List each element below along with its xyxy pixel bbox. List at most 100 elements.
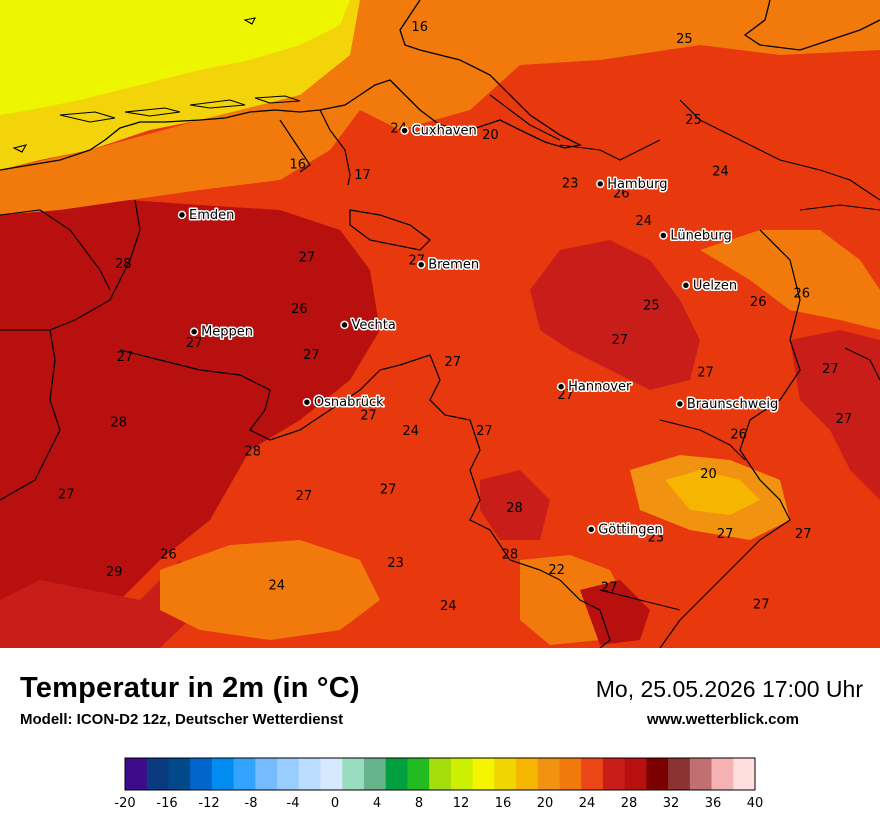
city-dot — [675, 399, 685, 409]
color-scale-legend: -20 -16 -12 -8 -4 0 4 8 12 16 20 24 28 32 36 40 — [112, 756, 772, 816]
model-info: Modell: ICON-D2 12z, Deutscher Wetterdie… — [20, 711, 344, 728]
color-scale-segment — [146, 758, 169, 790]
city-dot — [659, 231, 668, 240]
temperature-label: 26 — [794, 286, 811, 301]
western-hot-zone — [0, 200, 380, 648]
color-scale-segment — [602, 758, 626, 790]
island — [59, 111, 116, 123]
island — [243, 17, 256, 25]
city-label: Uelzen — [693, 278, 737, 293]
temperature-label: 25 — [685, 113, 702, 128]
temperature-label: 27 — [753, 598, 770, 613]
state-border — [0, 209, 111, 291]
color-scale-segment — [711, 758, 734, 790]
color-scale-segment — [255, 758, 278, 790]
temperature-label: 26 — [730, 427, 747, 442]
city-dot — [189, 327, 199, 336]
map-title: Temperatur in 2m (in °C) — [20, 672, 360, 704]
harz-peak-zone — [665, 470, 760, 515]
temperature-label: 16 — [411, 20, 428, 35]
northern-land-zone — [400, 60, 800, 200]
temperature-label: 27 — [795, 527, 812, 542]
color-scale-tick-label: -8 — [245, 796, 258, 811]
color-scale-segment — [668, 758, 691, 790]
eastern-hot-zone — [790, 330, 880, 500]
northeast-coastline — [743, 0, 880, 51]
color-scale-segment — [624, 758, 647, 790]
temperature-label: 26 — [750, 295, 767, 310]
southwest-hot-zone — [0, 560, 210, 648]
color-scale-tick-label: 24 — [579, 796, 596, 811]
city-label: Braunschweig — [687, 397, 778, 412]
color-scale-tick-label: 8 — [415, 796, 423, 811]
color-scale-segment — [689, 758, 712, 790]
temperature-map: 16 25 24 20 25 16 17 23 24 26 24 27 28 27 26 26 26 25 27 27… — [0, 0, 880, 648]
temperature-label: 27 — [296, 489, 313, 504]
temperature-label: 27 — [697, 365, 714, 380]
temperature-label: 27 — [476, 424, 493, 439]
temperature-label: 25 — [643, 298, 660, 313]
elbe-river — [489, 94, 561, 141]
color-scale-segment — [125, 758, 148, 790]
city-label: Göttingen — [598, 522, 663, 537]
temperature-label: 16 — [290, 157, 307, 172]
island — [12, 144, 28, 153]
temperature-label: 27 — [717, 527, 734, 542]
temperature-label: 24 — [269, 579, 286, 594]
color-scale-segment — [277, 758, 300, 790]
temperature-label: 28 — [502, 548, 519, 563]
color-scale-segment — [516, 758, 539, 790]
temperature-label: 28 — [244, 445, 261, 460]
southern-hills-zone — [160, 540, 380, 640]
color-scale-segment — [298, 758, 321, 790]
color-scale-segment — [559, 758, 582, 790]
color-scale-segment — [733, 758, 756, 790]
color-scale-tick-label: 36 — [705, 796, 722, 811]
brandenburg-border — [799, 204, 880, 211]
temperature-label: 27 — [380, 482, 397, 497]
temperature-label: 27 — [601, 580, 618, 595]
coastline — [0, 0, 582, 171]
temperature-label: 27 — [836, 412, 853, 427]
temperature-label: 24 — [440, 599, 457, 614]
temperature-label: 23 — [648, 530, 665, 545]
temperature-label: 27 — [186, 336, 203, 351]
color-scale-tick-label: -16 — [156, 796, 177, 811]
city-dot — [681, 281, 691, 290]
color-scale-tick-label: 40 — [747, 796, 764, 811]
sea-cool-zone — [0, 0, 350, 115]
color-scale-segment — [385, 758, 408, 790]
temperature-label: 23 — [562, 176, 579, 191]
city-label: Bremen — [428, 258, 479, 273]
south-valley-zone — [580, 580, 650, 645]
temperature-label: 24 — [402, 424, 419, 439]
color-scale-tick-label: 20 — [537, 796, 554, 811]
temperature-label: 24 — [712, 164, 729, 179]
color-scale-tick-label: 32 — [663, 796, 680, 811]
city-label: Osnabrück — [314, 395, 384, 410]
temperature-label: 27 — [445, 355, 462, 370]
color-scale-segment — [211, 758, 235, 790]
color-scale-segment — [407, 758, 430, 790]
city-label: Vechta — [352, 318, 396, 333]
temperature-label: 27 — [58, 488, 75, 503]
island — [254, 95, 301, 104]
color-scale-segment — [537, 758, 560, 790]
color-scale-segment — [429, 758, 452, 790]
city-label: Meppen — [201, 325, 253, 340]
mv-border — [679, 99, 880, 201]
color-scale-tick-label: -12 — [198, 796, 219, 811]
city-dot — [340, 320, 349, 330]
color-scale-segment — [363, 758, 387, 790]
temperature-label: 27 — [612, 333, 629, 348]
color-scale-segment — [450, 758, 473, 790]
city-label: Hannover — [568, 380, 632, 395]
thuringia-border — [599, 589, 681, 611]
temperature-label: 20 — [700, 467, 717, 482]
temperature-label: 28 — [111, 415, 128, 430]
color-scale-tick-label: -20 — [114, 796, 135, 811]
color-scale-segment — [320, 758, 343, 790]
website-link[interactable]: www.wetterblick.com — [647, 711, 799, 728]
temperature-label: 22 — [548, 563, 565, 578]
island — [124, 107, 181, 117]
